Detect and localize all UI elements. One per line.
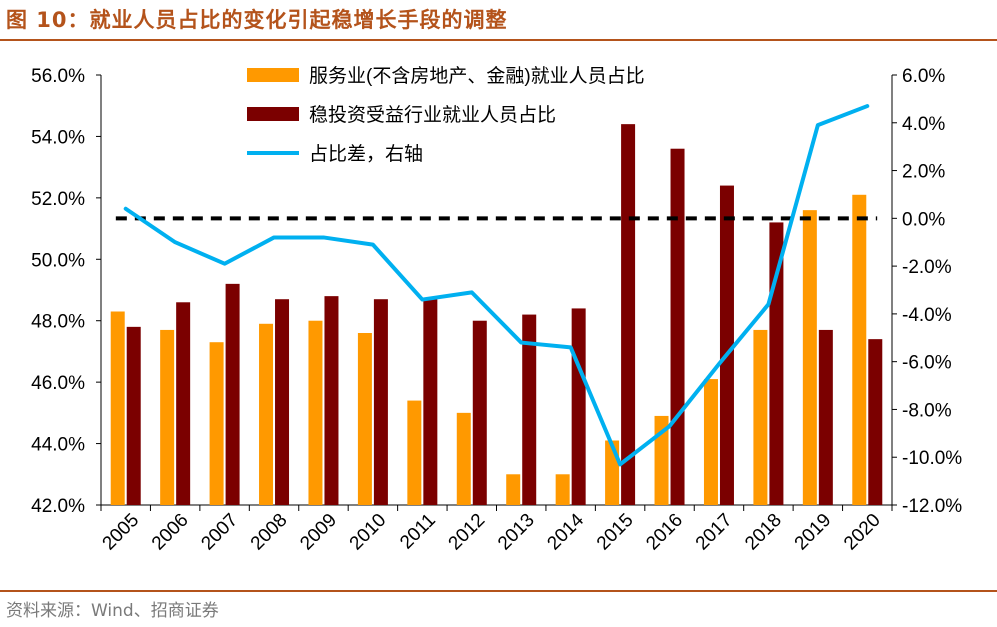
legend-label-0: 服务业(不含房地产、金融)就业人员占比	[309, 65, 645, 87]
x-tick-label: 2016	[642, 510, 687, 555]
diff-point	[223, 262, 227, 266]
line-layer	[123, 104, 870, 467]
service-bar	[407, 400, 422, 505]
bars-layer	[110, 124, 883, 506]
diff-point	[173, 240, 177, 244]
investment-bar	[176, 302, 191, 505]
right-tick-label: 2.0%	[902, 162, 945, 183]
left-tick-label: 42.0%	[31, 496, 85, 517]
investment-bar	[225, 283, 240, 505]
diff-point	[816, 123, 820, 127]
investment-bar	[522, 314, 537, 505]
service-bar	[753, 329, 768, 505]
diff-point	[272, 235, 276, 239]
diff-point	[766, 302, 770, 306]
x-tick-label: 2006	[148, 510, 193, 555]
title-rule	[0, 39, 997, 41]
investment-bar	[275, 299, 290, 505]
investment-bar	[373, 299, 388, 505]
service-bar	[308, 320, 323, 505]
right-tick-label: -4.0%	[902, 305, 952, 326]
x-tick-label: 2005	[99, 510, 144, 555]
x-tick-label: 2010	[346, 510, 391, 555]
right-tick-label: -8.0%	[902, 400, 952, 421]
service-bar	[160, 329, 175, 505]
left-tick-label: 48.0%	[31, 312, 85, 333]
legend-swatch-0	[247, 68, 299, 82]
diff-point	[124, 207, 128, 211]
service-bar	[654, 415, 669, 505]
investment-bar	[423, 299, 438, 505]
footer-rule	[0, 590, 997, 592]
service-bar	[555, 474, 570, 505]
left-tick-label: 56.0%	[31, 66, 85, 87]
investment-bar	[621, 124, 636, 506]
x-tick-label: 2009	[296, 510, 341, 555]
service-bar	[110, 311, 125, 505]
investment-bar	[818, 329, 833, 505]
diff-point	[569, 345, 573, 349]
left-tick-label: 44.0%	[31, 435, 85, 456]
x-tick-label: 2015	[593, 510, 638, 555]
diff-point	[865, 104, 869, 108]
left-tick-label: 50.0%	[31, 250, 85, 271]
x-tick-label: 2020	[840, 510, 885, 555]
diff-point	[470, 290, 474, 294]
investment-bar	[324, 296, 339, 505]
right-tick-label: -10.0%	[902, 448, 962, 469]
diff-line	[123, 104, 870, 467]
investment-bar	[868, 339, 883, 505]
service-bar	[703, 379, 718, 505]
x-tick-label: 2013	[494, 510, 539, 555]
left-tick-label: 46.0%	[31, 373, 85, 394]
service-bar	[456, 412, 471, 505]
investment-bar	[571, 308, 586, 505]
legend-swatch-1	[247, 107, 299, 121]
diff-point	[321, 235, 325, 239]
service-bar	[802, 210, 817, 505]
x-tick-label: 2008	[247, 510, 292, 555]
combo-chart: 42.0% 44.0% 46.0% 48.0% 50.0% 52.0% 54.0% 56.0%…	[31, 65, 962, 555]
x-tick-label: 2011	[396, 510, 440, 554]
investment-bar	[719, 185, 734, 506]
right-tick-label: -6.0%	[902, 353, 952, 374]
diff-point	[668, 424, 672, 428]
left-tick-label: 54.0%	[31, 127, 85, 148]
right-tick-label: 0.0%	[902, 209, 945, 230]
investment-bar	[472, 320, 487, 505]
investment-bar	[126, 326, 141, 505]
diff-point	[717, 362, 721, 366]
diff-point	[420, 298, 424, 302]
x-tick-label: 2014	[543, 509, 588, 554]
service-bar	[852, 194, 867, 506]
service-bar	[506, 474, 521, 505]
x-tick-label: 2007	[197, 510, 242, 555]
service-bar	[209, 342, 224, 505]
service-bar	[259, 323, 274, 505]
right-tick-label: -2.0%	[902, 257, 952, 278]
x-tick-label: 2018	[741, 510, 786, 555]
service-bar	[357, 333, 372, 505]
legend-label-2: 占比差，右轴	[309, 143, 423, 165]
left-tick-label: 52.0%	[31, 189, 85, 210]
diff-point	[371, 243, 375, 247]
legend-label-1: 稳投资受益行业就业人员占比	[309, 104, 556, 126]
right-tick-label: 4.0%	[902, 114, 945, 135]
x-tick-label: 2019	[791, 510, 836, 555]
right-tick-label: 6.0%	[902, 66, 945, 87]
diff-point	[519, 341, 523, 345]
x-tick-label: 2012	[445, 510, 490, 555]
source-note: 资料来源：Wind、招商证券	[6, 601, 219, 621]
right-tick-label: -12.0%	[902, 496, 962, 517]
x-tick-label: 2017	[692, 510, 737, 555]
diff-point	[618, 462, 622, 466]
investment-bar	[670, 148, 685, 505]
chart-title: 图 10：就业人员占比的变化引起稳增长手段的调整	[6, 8, 508, 32]
